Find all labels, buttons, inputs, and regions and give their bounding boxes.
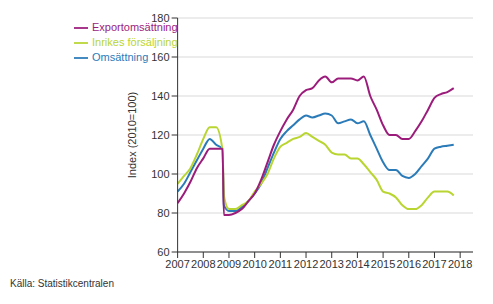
svg-text:2008: 2008 — [191, 258, 215, 270]
svg-text:140: 140 — [151, 90, 169, 102]
svg-text:2009: 2009 — [217, 258, 241, 270]
svg-text:100: 100 — [151, 168, 169, 180]
svg-text:80: 80 — [157, 207, 169, 219]
svg-text:160: 160 — [151, 51, 169, 63]
svg-text:2010: 2010 — [242, 258, 266, 270]
svg-text:180: 180 — [151, 12, 169, 24]
html-text:Omsättning: Omsättning — [92, 51, 149, 64]
svg-text:2013: 2013 — [319, 258, 343, 270]
svg-text:2014: 2014 — [345, 258, 369, 270]
html-text:Exportomsättning: Exportomsättning — [92, 21, 178, 33]
svg-text:2015: 2015 — [371, 258, 395, 270]
svg-text:2011: 2011 — [269, 258, 293, 270]
svg-text:2017: 2017 — [422, 258, 446, 270]
svg-text:60: 60 — [157, 246, 169, 258]
html-text:Källa: Statistikcentralen: Källa: Statistikcentralen — [10, 278, 114, 289]
svg-text:2007: 2007 — [165, 258, 189, 270]
svg-text:2012: 2012 — [294, 258, 318, 270]
html-text:Inrikes försäljning: Inrikes försäljning — [92, 36, 178, 49]
svg-text:2018: 2018 — [448, 258, 472, 270]
svg-text:Index (2010=100): Index (2010=100) — [126, 92, 138, 179]
svg-text:120: 120 — [151, 129, 169, 141]
svg-text:2016: 2016 — [397, 258, 421, 270]
